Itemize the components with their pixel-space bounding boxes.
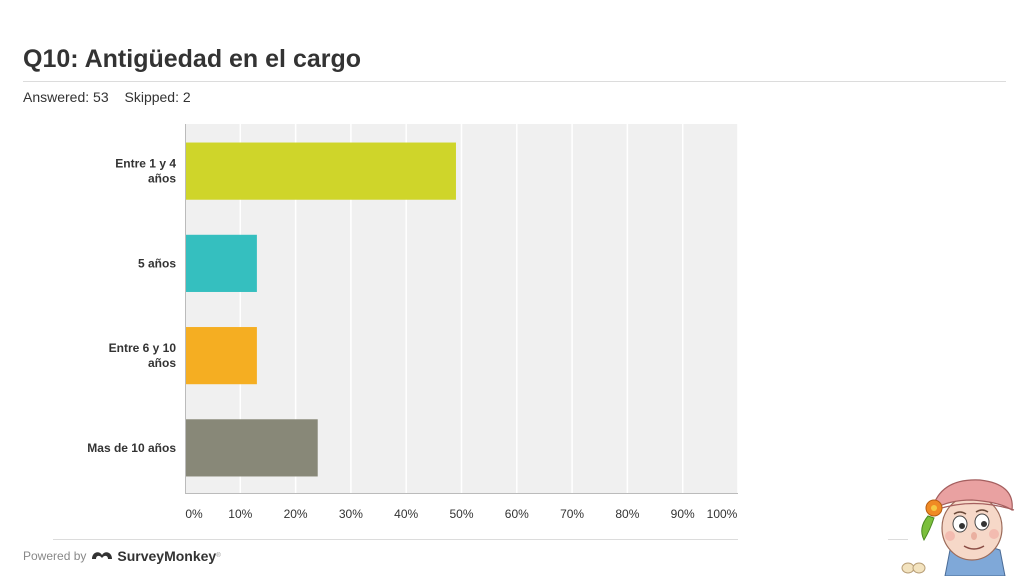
x-tick-label: 40%: [394, 507, 418, 521]
answered-count: Answered: 53: [23, 89, 109, 105]
surveymonkey-logo-icon: [92, 552, 113, 559]
category-labels: Entre 1 y 4 años 5 años Entre 6 y 10 años Mas…: [87, 157, 176, 455]
footer-divider-right: [888, 539, 908, 540]
powered-by-label: Powered by: [23, 549, 87, 563]
x-tick-label: 80%: [615, 507, 639, 521]
x-tick-label: 70%: [560, 507, 584, 521]
bar: [185, 142, 456, 200]
powered-by: Powered by SurveyMonkey ®: [23, 548, 221, 564]
trademark-mark: ®: [216, 553, 221, 559]
bar: [185, 419, 318, 477]
footer-divider: [53, 539, 738, 540]
skipped-count: Skipped: 2: [124, 89, 191, 105]
category-label: Mas de 10 años: [87, 441, 176, 455]
x-tick-label: 90%: [671, 507, 695, 521]
response-stats: Answered: 53 Skipped: 2: [23, 89, 203, 105]
x-tick-label: 50%: [449, 507, 473, 521]
category-label: Entre 1 y 4 años: [115, 157, 176, 186]
x-tick-label: 10%: [228, 507, 252, 521]
x-tick-label: 100%: [707, 507, 738, 521]
surveymonkey-brand: SurveyMonkey: [117, 548, 217, 564]
x-tick-label: 60%: [505, 507, 529, 521]
x-tick-label: 0%: [185, 507, 203, 521]
x-tick-label: 30%: [339, 507, 363, 521]
page-title: Q10: Antigüedad en el cargo: [23, 45, 362, 73]
bars: [185, 142, 456, 477]
bar: [185, 327, 257, 385]
category-label: 5 años: [138, 256, 176, 270]
x-tick-labels: 0% 10% 20% 30% 40% 50% 60% 70% 80% 90% 100%: [185, 507, 737, 521]
category-label: Entre 6 y 10 años: [109, 341, 177, 370]
title-divider: [23, 81, 1006, 82]
bar: [185, 234, 257, 292]
x-tick-label: 20%: [284, 507, 308, 521]
cartoon-character-illustration: [901, 479, 1015, 576]
